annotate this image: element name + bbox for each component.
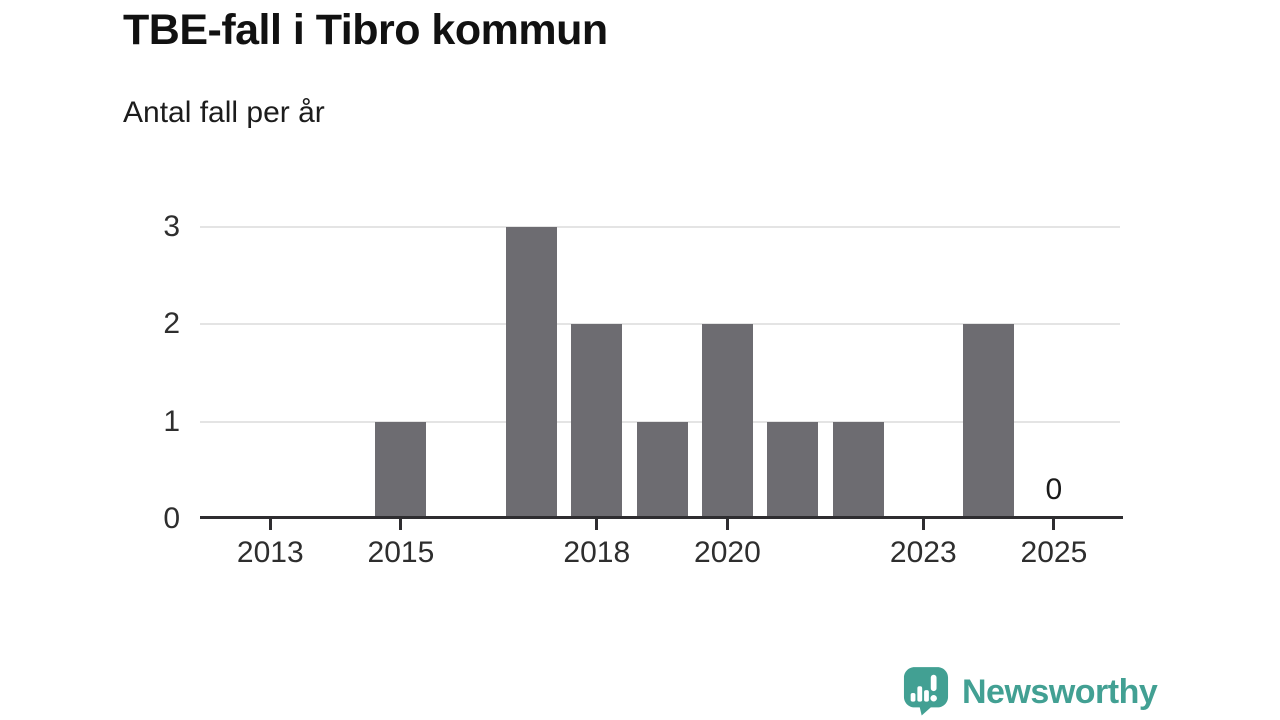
x-tick-label: 2025 xyxy=(1020,536,1088,569)
bar-2022 xyxy=(832,421,884,519)
x-tick-label: 2018 xyxy=(563,536,631,569)
plot-area: 2013 2015 2018 2020 2023 2025 0 1 2 3 0 xyxy=(163,210,1123,569)
bar-2015 xyxy=(375,421,427,519)
x-tick xyxy=(921,519,925,530)
y-tick-label: 2 xyxy=(163,307,180,341)
x-tick xyxy=(595,519,599,530)
bar-2020 xyxy=(701,324,753,519)
x-axis-line xyxy=(200,516,1123,519)
chart-subtitle: Antal fall per år xyxy=(123,96,325,129)
y-tick-label: 3 xyxy=(163,210,180,243)
gridline xyxy=(200,226,1120,228)
y-tick-label: 1 xyxy=(163,404,180,438)
newsworthy-logo-icon xyxy=(903,667,949,716)
bar-2019 xyxy=(636,421,688,519)
gridline xyxy=(200,420,1120,423)
x-tick xyxy=(399,519,403,530)
gridline xyxy=(200,323,1120,326)
x-tick-label: 2013 xyxy=(236,536,304,569)
x-tick-label: 2023 xyxy=(889,536,957,569)
y-tick-label: 0 xyxy=(163,502,180,535)
x-tick-label: 2015 xyxy=(367,536,435,569)
bar-2017 xyxy=(506,227,557,519)
branding: Newsworthy xyxy=(903,666,1158,719)
value-label: 0 xyxy=(1045,473,1063,506)
brand-name: Newsworthy xyxy=(962,673,1158,711)
x-tick-label: 2020 xyxy=(694,536,761,569)
bar-2024 xyxy=(963,324,1015,519)
chart-title: TBE-fall i Tibro kommun xyxy=(123,6,608,54)
x-tick xyxy=(725,519,729,530)
x-tick xyxy=(1052,519,1056,530)
bar-2021 xyxy=(767,421,819,519)
x-tick xyxy=(268,519,272,530)
bar-2018 xyxy=(571,324,623,519)
